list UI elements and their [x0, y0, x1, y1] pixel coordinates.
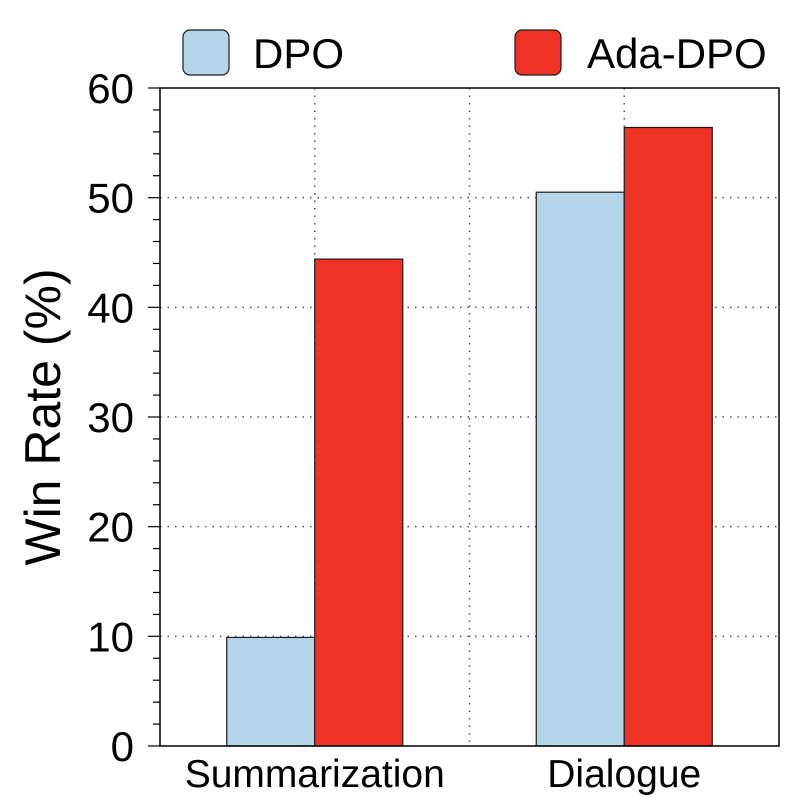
legend-label: DPO: [253, 30, 344, 77]
y-tick-label: 0: [111, 723, 134, 770]
bar-dpo-dialogue: [535, 191, 625, 747]
x-tick-label: Summarization: [185, 753, 445, 796]
y-tick-label: 60: [87, 65, 134, 112]
bar-ada-dpo-dialogue: [623, 126, 713, 747]
y-tick-label: 50: [87, 175, 134, 222]
axes: 0 10 20 30 40 50 60 Summarization Dialogue: [87, 65, 780, 796]
legend: DPO Ada-DPO: [182, 29, 767, 77]
y-tick-label: 20: [87, 504, 134, 551]
y-tick-label: 30: [87, 394, 134, 441]
y-axis-label: Win Rate (%): [15, 268, 71, 565]
bars: [226, 126, 713, 747]
y-tick-label: 10: [87, 613, 134, 660]
legend-swatch: [182, 29, 230, 76]
legend-swatch: [514, 29, 562, 76]
x-tick-label: Dialogue: [547, 753, 701, 796]
legend-label: Ada-DPO: [587, 30, 767, 77]
y-tick-label: 40: [87, 284, 134, 331]
bar-dpo-summarization: [226, 636, 316, 747]
bar-ada-dpo-summarization: [314, 258, 404, 747]
